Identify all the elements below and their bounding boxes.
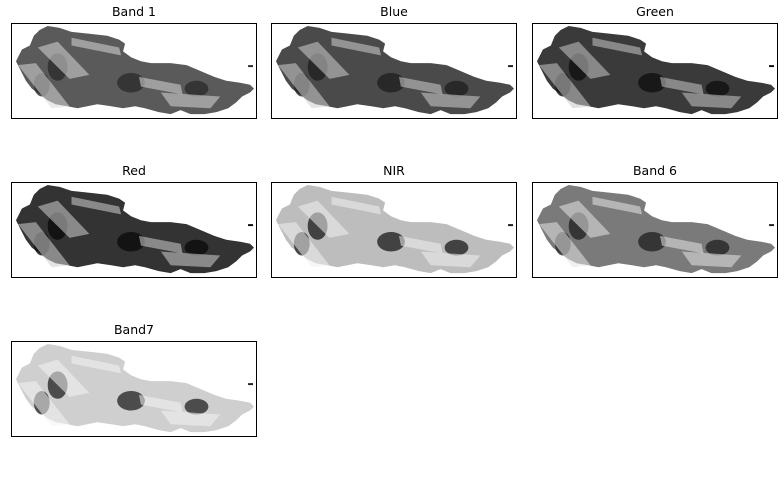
raster-bright-streak <box>558 41 611 79</box>
panel-title-blue: Blue <box>380 4 408 19</box>
raster-bright-streak <box>138 76 183 95</box>
raster-bright-streak <box>277 222 330 268</box>
raster-bright-streak <box>160 410 221 427</box>
band-raster <box>536 25 776 115</box>
band7-image <box>11 341 257 437</box>
raster-edge-pixel <box>248 383 254 386</box>
band1-image <box>11 23 257 119</box>
raster-bright-streak <box>297 200 350 238</box>
raster-bright-streak <box>659 235 704 254</box>
raster-dark-patch <box>638 231 666 252</box>
raster-dark-patch <box>184 398 209 415</box>
band-raster <box>15 184 255 274</box>
raster-bright-streak <box>659 76 704 95</box>
raster-edge-pixel <box>248 224 254 227</box>
raster-bright-streak <box>37 200 90 238</box>
band6-image <box>532 182 778 278</box>
raster-bright-streak <box>17 381 70 427</box>
raster-edge-pixel <box>508 65 514 68</box>
raster-bright-streak <box>160 92 221 109</box>
raster-dark-patch <box>117 390 145 411</box>
panel-title-band6: Band 6 <box>632 163 678 178</box>
band-raster <box>275 25 515 115</box>
raster-dark-patch <box>377 72 405 93</box>
raster-dark-patch <box>444 239 469 256</box>
raster-bright-streak <box>37 41 90 79</box>
raster-bright-streak <box>538 222 591 268</box>
panel-title-nir: NIR <box>383 163 405 178</box>
raster-bright-streak <box>37 359 90 397</box>
raster-edge-pixel <box>769 65 775 68</box>
raster-edge-pixel <box>248 65 254 68</box>
raster-dark-patch <box>184 80 209 97</box>
raster-bright-streak <box>420 92 481 109</box>
raster-bright-streak <box>17 222 70 268</box>
raster-bright-streak <box>160 251 221 268</box>
raster-dark-patch <box>377 231 405 252</box>
panel-title-band7: Band7 <box>113 322 155 337</box>
raster-bright-streak <box>277 63 330 109</box>
raster-dark-patch <box>184 239 209 256</box>
raster-dark-patch <box>117 231 145 252</box>
raster-bright-streak <box>17 63 70 109</box>
blue-image <box>271 23 517 119</box>
raster-bright-streak <box>558 200 611 238</box>
raster-bright-streak <box>71 355 122 374</box>
panel-title-band1: Band 1 <box>111 4 157 19</box>
raster-bright-streak <box>398 76 443 95</box>
band-raster <box>15 25 255 115</box>
raster-bright-streak <box>71 196 122 215</box>
raster-bright-streak <box>681 251 742 268</box>
raster-bright-streak <box>681 92 742 109</box>
panel-title-red: Red <box>122 163 146 178</box>
nir-image <box>271 182 517 278</box>
raster-bright-streak <box>398 235 443 254</box>
panel-title-green: Green <box>636 4 674 19</box>
raster-dark-patch <box>444 80 469 97</box>
raster-bright-streak <box>331 196 382 215</box>
raster-dark-patch <box>117 72 145 93</box>
raster-bright-streak <box>138 235 183 254</box>
band-raster <box>275 184 515 274</box>
green-image <box>532 23 778 119</box>
raster-bright-streak <box>71 37 122 56</box>
raster-bright-streak <box>592 196 643 215</box>
raster-bright-streak <box>331 37 382 56</box>
raster-bright-streak <box>297 41 350 79</box>
raster-dark-patch <box>638 72 666 93</box>
red-image <box>11 182 257 278</box>
raster-bright-streak <box>592 37 643 56</box>
raster-bright-streak <box>420 251 481 268</box>
raster-bright-streak <box>538 63 591 109</box>
raster-edge-pixel <box>769 224 775 227</box>
raster-bright-streak <box>138 394 183 413</box>
band-raster <box>536 184 776 274</box>
raster-dark-patch <box>705 80 730 97</box>
band-raster <box>15 343 255 433</box>
raster-dark-patch <box>705 239 730 256</box>
raster-edge-pixel <box>508 224 514 227</box>
